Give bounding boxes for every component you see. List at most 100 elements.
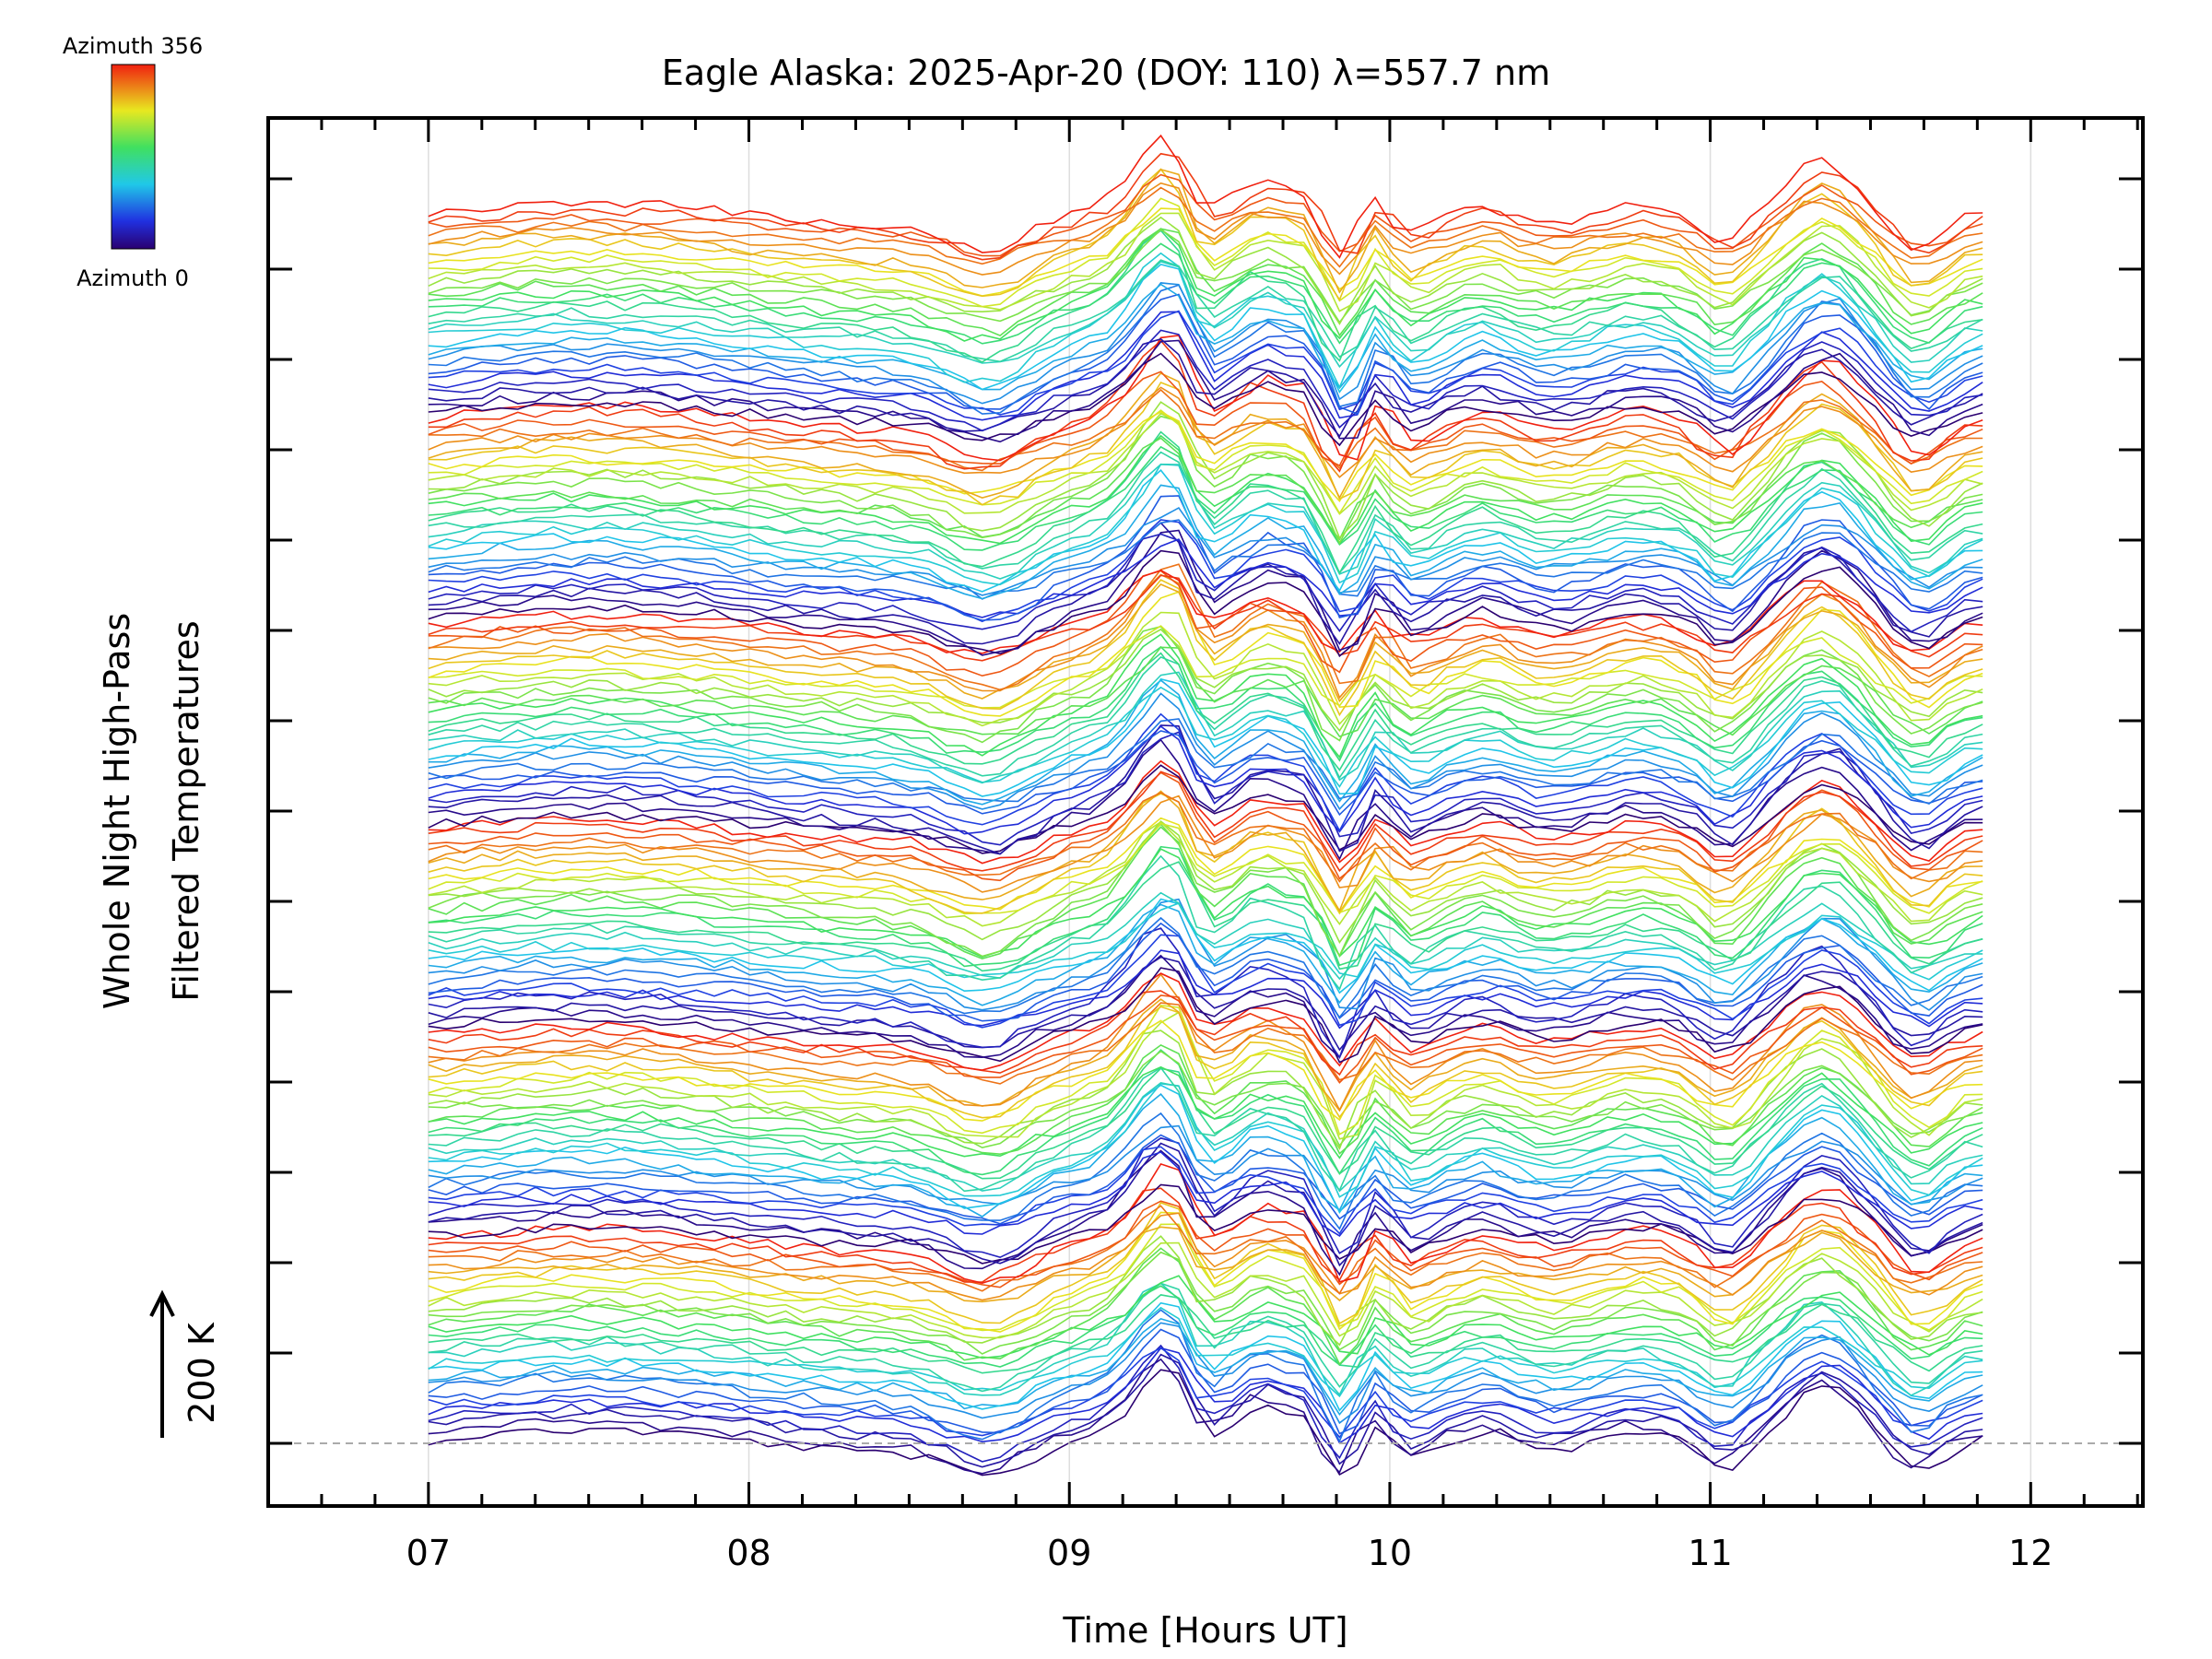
azimuth-trace: [428, 579, 1983, 717]
azimuth-trace: [428, 1149, 1983, 1277]
azimuth-trace: [428, 934, 1983, 1029]
azimuth-trace: [428, 1142, 1983, 1267]
azimuth-trace: [428, 724, 1983, 855]
azimuth-trace: [428, 282, 1983, 405]
colorbar-top-label: Azimuth 356: [63, 33, 203, 59]
x-tick-label-0: 07: [406, 1533, 451, 1573]
axis-ticks: [266, 118, 2143, 1506]
azimuth-trace: [428, 1112, 1983, 1230]
azimuth-trace: [428, 792, 1983, 883]
azimuth-trace: [428, 759, 1983, 865]
azimuth-trace: [428, 410, 1983, 503]
azimuth-trace: [428, 1183, 1983, 1265]
azimuth-trace: [428, 1223, 1983, 1332]
azimuth-trace: [428, 1124, 1983, 1213]
azimuth-trace: [428, 310, 1983, 416]
azimuth-trace: [428, 652, 1983, 771]
azimuth-trace: [428, 1251, 1983, 1355]
azimuth-trace: [428, 1002, 1983, 1085]
azimuth-trace: [428, 134, 1983, 259]
azimuth-trace: [428, 415, 1983, 545]
azimuth-trace: [428, 998, 1983, 1112]
azimuth-trace: [428, 1200, 1983, 1288]
azimuth-trace: [428, 822, 1983, 915]
azimuth-trace: [428, 820, 1983, 927]
azimuth-trace: [428, 1162, 1983, 1285]
x-tick-labels: 07 08 09 10 11 12: [406, 1533, 2053, 1573]
azimuth-trace: [428, 645, 1983, 762]
azimuth-trace: [428, 260, 1983, 369]
azimuth-trace: [428, 794, 1983, 893]
y-axis-label-line1: Whole Night High-Pass: [97, 613, 137, 1009]
azimuth-trace: [428, 522, 1983, 645]
azimuth-trace: [428, 228, 1983, 324]
chart-title: Eagle Alaska: 2025-Apr-20 (DOY: 110) λ=5…: [662, 53, 1550, 93]
azimuth-trace: [428, 646, 1983, 738]
azimuth-trace: [428, 538, 1983, 618]
azimuth-trace: [428, 848, 1983, 959]
azimuth-trace: [428, 1084, 1983, 1214]
azimuth-trace: [428, 611, 1983, 727]
azimuth-trace: [428, 1301, 1983, 1412]
colorbar: [111, 64, 156, 250]
azimuth-trace: [428, 339, 1983, 443]
azimuth-trace: [428, 152, 1983, 261]
azimuth-trace: [428, 339, 1983, 473]
azimuth-trace: [428, 252, 1983, 390]
azimuth-trace: [428, 1049, 1983, 1176]
x-tick-label-5: 12: [2008, 1533, 2053, 1573]
x-tick-label-4: 11: [1688, 1533, 1732, 1573]
azimuth-trace: [428, 259, 1983, 363]
azimuth-trace: [428, 197, 1983, 308]
azimuth-trace: [428, 574, 1983, 662]
azimuth-trace: [428, 972, 1983, 1071]
azimuth-trace: [428, 430, 1983, 575]
x-tick-label-2: 09: [1047, 1533, 1091, 1573]
x-axis-label: Time [Hours UT]: [1062, 1610, 1347, 1651]
azimuth-trace: [428, 1136, 1983, 1259]
azimuth-trace: [428, 335, 1983, 462]
azimuth-trace: [428, 186, 1983, 268]
azimuth-trace: [428, 1344, 1983, 1463]
azimuth-trace: [428, 738, 1983, 861]
azimuth-trace: [428, 484, 1983, 600]
azimuth-trace: [428, 1066, 1983, 1193]
azimuth-trace: [428, 764, 1983, 854]
azimuth-trace: [428, 228, 1983, 342]
azimuth-trace: [428, 1294, 1983, 1374]
colorbar-bottom-label: Azimuth 0: [76, 265, 189, 291]
azimuth-trace: [428, 903, 1983, 1006]
azimuth-trace: [428, 826, 1983, 959]
azimuth-trace: [428, 1205, 1983, 1295]
azimuth-trace: [428, 625, 1983, 709]
azimuth-trace: [428, 1309, 1983, 1443]
azimuth-trace: [428, 1082, 1983, 1198]
azimuth-trace: [428, 182, 1983, 276]
azimuth-trace: [428, 1202, 1983, 1325]
azimuth-trace: [428, 1247, 1983, 1366]
azimuth-trace: [428, 1226, 1983, 1303]
azimuth-trace: [428, 898, 1983, 994]
azimuth-trace: [428, 730, 1983, 817]
azimuth-trace: [428, 922, 1983, 1022]
azimuth-trace: [428, 1347, 1983, 1444]
azimuth-trace: [428, 677, 1983, 797]
azimuth-trace: [428, 625, 1983, 744]
azimuth-trace: [428, 819, 1983, 944]
azimuth-trace: [428, 216, 1983, 325]
azimuth-trace: [428, 1347, 1983, 1439]
y-axis-label-line2: Filtered Temperatures: [166, 620, 206, 1001]
azimuth-trace: [428, 823, 1983, 958]
azimuth-trace: [428, 451, 1983, 574]
azimuth-trace: [428, 1067, 1983, 1180]
azimuth-trace: [428, 994, 1983, 1084]
azimuth-trace: [428, 229, 1983, 363]
azimuth-trace: [428, 337, 1983, 438]
azimuth-trace: [428, 954, 1983, 1059]
azimuth-trace: [428, 371, 1983, 467]
azimuth-trace: [428, 956, 1983, 1052]
series-traces: [428, 134, 1983, 1477]
azimuth-trace: [428, 264, 1983, 394]
azimuth-trace: [428, 242, 1983, 345]
